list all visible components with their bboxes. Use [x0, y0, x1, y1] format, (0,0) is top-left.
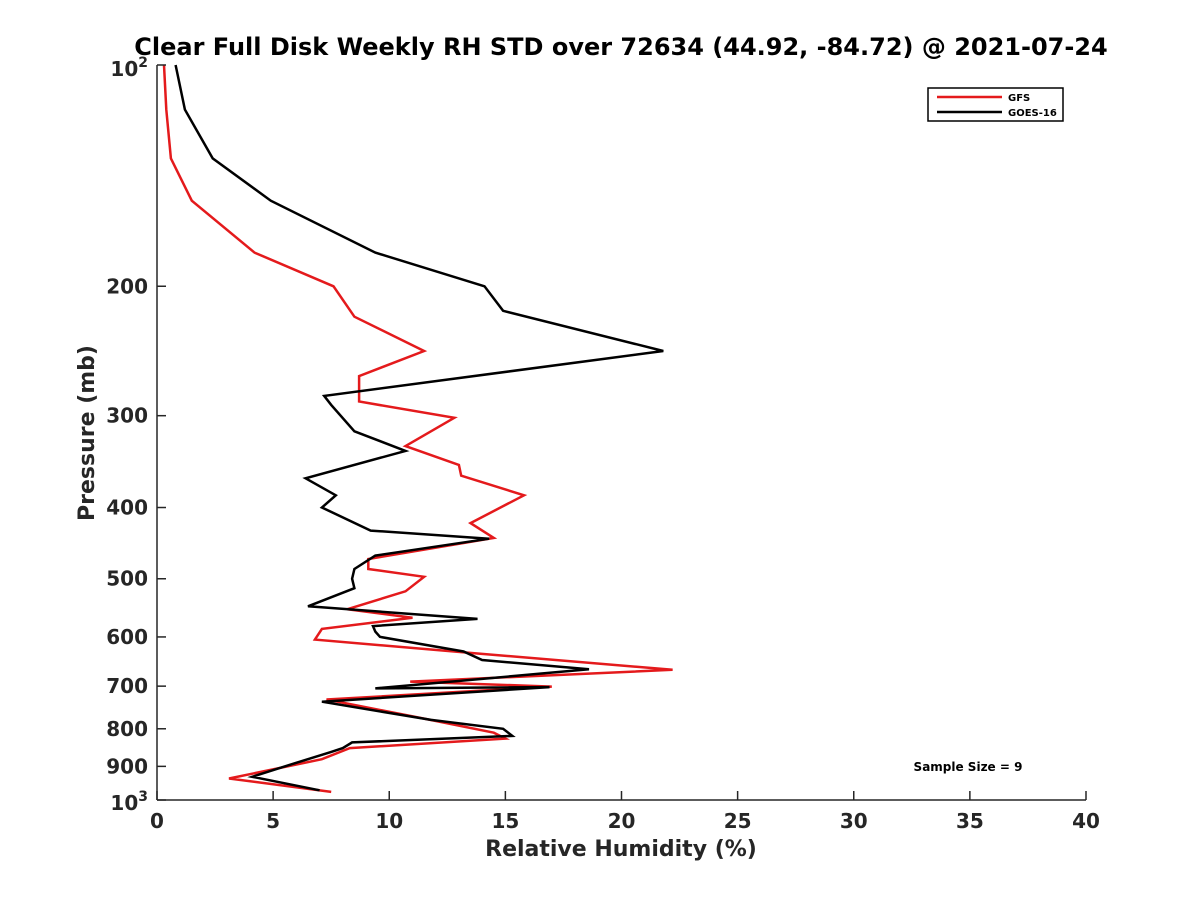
y-tick-label: 300 — [106, 404, 148, 428]
x-tick-label: 40 — [1072, 809, 1100, 833]
plot-area — [157, 65, 1086, 800]
y-tick-label: 800 — [106, 717, 148, 741]
y-tick-label: 500 — [106, 567, 148, 591]
legend-box — [927, 87, 1064, 122]
y-tick-label: 700 — [106, 674, 148, 698]
legend-label-gfs: GFS — [1008, 93, 1030, 104]
y-axis-label: Pressure (mb) — [75, 345, 100, 521]
x-axis-label: Relative Humidity (%) — [485, 837, 757, 862]
y-tick-label-bottom-exponent: 3 — [138, 789, 148, 805]
series-line-goes-16 — [174, 64, 664, 792]
x-tick-label: 25 — [724, 809, 752, 833]
legend: GFS GOES-16 — [927, 87, 1064, 122]
y-tick-label: 900 — [106, 754, 148, 778]
x-tick-label: 35 — [956, 809, 984, 833]
chart-title: Clear Full Disk Weekly RH STD over 72634… — [134, 33, 1107, 61]
x-tick-label: 15 — [491, 809, 519, 833]
x-tick-label: 5 — [266, 809, 280, 833]
series-layer — [162, 64, 673, 794]
y-tick-label: 400 — [106, 496, 148, 520]
legend-label-goes-16: GOES-16 — [1008, 108, 1057, 119]
x-tick-label: 10 — [375, 809, 403, 833]
y-tick-label: 200 — [106, 274, 148, 298]
x-ticks: 0 5 10 15 20 25 30 35 40 — [150, 791, 1100, 833]
x-tick-label: 0 — [150, 809, 164, 833]
sample-size-annotation: Sample Size = 9 — [914, 760, 1023, 774]
y-tick-label: 600 — [106, 625, 148, 649]
y-tick-label-top-exponent: 2 — [138, 55, 148, 71]
x-tick-label: 20 — [608, 809, 636, 833]
y-ticks: 200 300 400 500 600 700 800 900 — [106, 64, 166, 801]
y-tick-label-bottom: 103 — [110, 789, 148, 815]
x-tick-label: 30 — [840, 809, 868, 833]
y-tick-label-top: 102 — [110, 55, 148, 81]
